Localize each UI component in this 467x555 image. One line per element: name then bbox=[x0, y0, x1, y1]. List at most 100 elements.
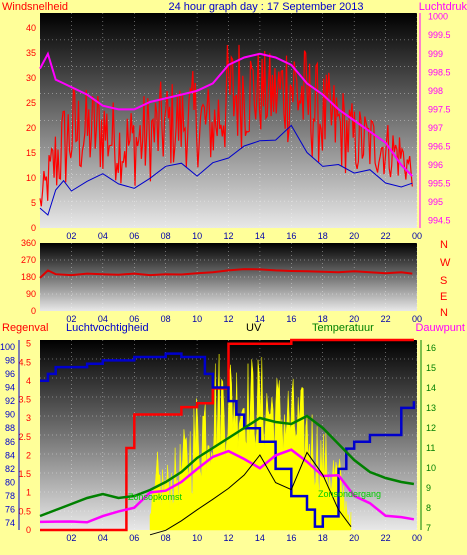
direction-label-e: E bbox=[440, 291, 447, 303]
temperature-tick-label: 12 bbox=[426, 423, 436, 433]
temperature-tick-label: 9 bbox=[426, 483, 431, 493]
rain-tick-label: 4 bbox=[26, 376, 31, 386]
wind-tick-label: 35 bbox=[26, 48, 36, 58]
uv-axis-label: UV bbox=[246, 322, 262, 334]
x-tick-label: 08 bbox=[161, 533, 171, 543]
x-tick-label: 04 bbox=[98, 314, 108, 324]
wind-tick-label: 0 bbox=[31, 223, 36, 233]
humidity-axis-label: Luchtvochtigheid bbox=[66, 322, 149, 334]
wind-speed-series bbox=[39, 44, 413, 207]
dewpoint-series bbox=[39, 448, 415, 524]
rain-tick-label: 5 bbox=[26, 339, 31, 349]
uv-series bbox=[149, 353, 352, 531]
x-tick-label: 16 bbox=[286, 533, 296, 543]
rain-series bbox=[40, 338, 414, 532]
rain-tick-label: 0 bbox=[26, 525, 31, 535]
humidity-tick-label: 80 bbox=[5, 478, 15, 488]
rain-tick-label: 3.5 bbox=[18, 395, 31, 405]
x-tick-label: 22 bbox=[381, 533, 391, 543]
temperature-tick-label: 13 bbox=[426, 403, 436, 413]
direction-label-n: N bbox=[440, 239, 448, 251]
humidity-tick-label: 74 bbox=[5, 518, 15, 528]
temperature-tick-label: 11 bbox=[426, 443, 435, 453]
rain-tick-label: 2 bbox=[26, 450, 31, 460]
direction-tick-label: 270 bbox=[21, 255, 36, 265]
x-tick-label: 00 bbox=[412, 231, 422, 241]
humidity-tick-label: 96 bbox=[5, 369, 15, 379]
x-tick-label: 14 bbox=[255, 533, 265, 543]
x-tick-label: 18 bbox=[318, 231, 328, 241]
x-tick-label: 16 bbox=[286, 231, 296, 241]
temperature-tick-label: 14 bbox=[426, 383, 436, 393]
rain-tick-label: 2.5 bbox=[18, 432, 31, 442]
humidity-tick-label: 92 bbox=[5, 396, 15, 406]
sunset-annotation: Zonsondergang bbox=[318, 489, 381, 499]
x-tick-label: 04 bbox=[98, 533, 108, 543]
direction-label-s: S bbox=[440, 275, 447, 287]
rain-tick-label: 1.5 bbox=[18, 469, 31, 479]
x-tick-label: 04 bbox=[98, 231, 108, 241]
pressure-tick-label: 998.5 bbox=[428, 67, 451, 77]
direction-tick-label: 360 bbox=[21, 238, 36, 248]
pressure-tick-label: 995.5 bbox=[428, 179, 451, 189]
x-tick-label: 14 bbox=[255, 314, 265, 324]
humidity-tick-label: 78 bbox=[5, 491, 15, 501]
x-tick-label: 20 bbox=[349, 314, 359, 324]
chart-title: 24 hour graph day : 17 September 2013 bbox=[168, 1, 363, 13]
wind-tick-label: 30 bbox=[26, 73, 36, 83]
pressure-tick-label: 999 bbox=[428, 49, 443, 59]
pressure-tick-label: 994.5 bbox=[428, 216, 451, 226]
pressure-tick-label: 1000 bbox=[428, 12, 448, 22]
direction-tick-label: 90 bbox=[26, 289, 36, 299]
x-tick-label: 08 bbox=[161, 314, 171, 324]
x-tick-label: 02 bbox=[66, 314, 76, 324]
humidity-tick-label: 88 bbox=[5, 423, 15, 433]
x-tick-label: 22 bbox=[381, 231, 391, 241]
pressure-tick-label: 996.5 bbox=[428, 141, 451, 151]
pressure-axis-label: Luchtdruk bbox=[419, 1, 467, 13]
pressure-series bbox=[39, 51, 414, 177]
x-tick-label: 00 bbox=[412, 314, 422, 324]
x-tick-label: 20 bbox=[349, 231, 359, 241]
solar-series bbox=[149, 451, 352, 536]
humidity-tick-label: 90 bbox=[5, 410, 15, 420]
temperature-tick-label: 16 bbox=[426, 343, 436, 353]
humidity-tick-label: 86 bbox=[5, 437, 15, 447]
x-tick-label: 22 bbox=[381, 314, 391, 324]
x-tick-label: 10 bbox=[192, 314, 202, 324]
pressure-tick-label: 995 bbox=[428, 197, 443, 207]
pressure-tick-label: 997.5 bbox=[428, 104, 451, 114]
direction-label-w: W bbox=[440, 257, 451, 269]
humidity-tick-label: 100 bbox=[0, 342, 15, 352]
wind-tick-label: 40 bbox=[26, 23, 36, 33]
pressure-tick-label: 999.5 bbox=[428, 30, 451, 40]
temperature-axis-label: Temperatuur bbox=[312, 322, 374, 334]
x-tick-label: 06 bbox=[129, 314, 139, 324]
x-tick-label: 12 bbox=[223, 314, 233, 324]
wind-tick-label: 15 bbox=[26, 148, 36, 158]
pressure-tick-label: 997 bbox=[428, 123, 443, 133]
x-tick-label: 12 bbox=[223, 231, 233, 241]
x-tick-label: 00 bbox=[412, 533, 422, 543]
x-tick-label: 20 bbox=[349, 533, 359, 543]
x-tick-label: 06 bbox=[129, 533, 139, 543]
pressure-tick-label: 998 bbox=[428, 86, 443, 96]
pressure-tick-label: 996 bbox=[428, 160, 443, 170]
rain-tick-label: 3 bbox=[26, 413, 31, 423]
direction-label-n2: N bbox=[440, 307, 448, 319]
x-tick-label: 10 bbox=[192, 231, 202, 241]
x-tick-label: 06 bbox=[129, 231, 139, 241]
rain-tick-label: 4.5 bbox=[18, 357, 31, 367]
temperature-tick-label: 15 bbox=[426, 363, 436, 373]
x-tick-label: 16 bbox=[286, 314, 296, 324]
direction-tick-label: 180 bbox=[21, 272, 36, 282]
x-tick-label: 18 bbox=[318, 533, 328, 543]
direction-tick-label: 0 bbox=[31, 306, 36, 316]
humidity-tick-label: 98 bbox=[5, 355, 15, 365]
rain-axis-label: Regenval bbox=[2, 322, 48, 334]
humidity-tick-label: 76 bbox=[5, 505, 15, 515]
rain-tick-label: 1 bbox=[26, 488, 31, 498]
temperature-series bbox=[39, 414, 415, 518]
humidity-tick-label: 82 bbox=[5, 464, 15, 474]
